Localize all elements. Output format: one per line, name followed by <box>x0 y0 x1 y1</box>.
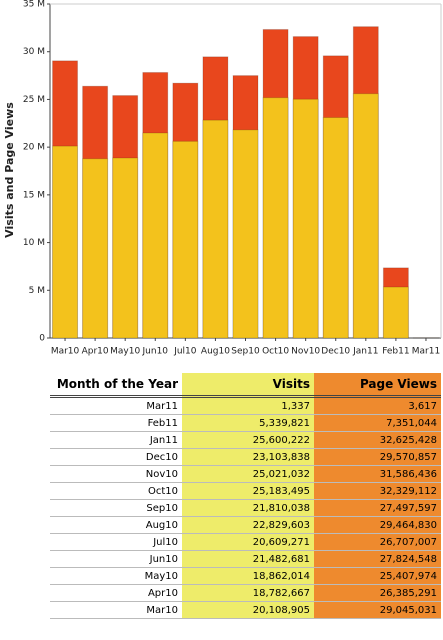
table-cell: 29,464,830 <box>314 516 441 534</box>
bar <box>172 140 199 339</box>
table-cell: 27,824,548 <box>314 550 441 568</box>
table-cell: 18,782,667 <box>182 584 314 602</box>
table-cell: Dec10 <box>50 448 182 466</box>
table-cell: 29,045,031 <box>314 601 441 619</box>
table-cell: 32,625,428 <box>314 431 441 449</box>
bar <box>112 157 139 339</box>
table-cell: 32,329,112 <box>314 482 441 500</box>
bar <box>322 117 349 339</box>
table-cell: 25,183,495 <box>182 482 314 500</box>
table-row: May10 18,862,014 25,407,974 <box>50 567 441 585</box>
x-tick-label: Jul10 <box>173 347 197 357</box>
table-cell: 26,707,007 <box>314 533 441 551</box>
x-tick-label: Nov10 <box>291 347 320 357</box>
table-cell: Jan11 <box>50 431 182 449</box>
table-cell: Sep10 <box>50 499 182 517</box>
table-cell: Feb11 <box>50 414 182 432</box>
table-cell: 20,609,271 <box>182 533 314 551</box>
table-row: Nov10 25,021,032 31,586,436 <box>50 465 441 483</box>
table-row: Jan11 25,600,222 32,625,428 <box>50 431 441 449</box>
table-cell: 27,497,597 <box>314 499 441 517</box>
bar <box>352 93 379 339</box>
table-row: Oct10 25,183,495 32,329,112 <box>50 482 441 500</box>
x-tick-label: Jan11 <box>352 347 378 357</box>
x-tick-label: Aug10 <box>201 347 230 357</box>
table-cell: 25,600,222 <box>182 431 314 449</box>
y-tick-label: 5 M <box>29 286 45 296</box>
x-tick-label: Feb11 <box>382 347 409 357</box>
table-row: Apr10 18,782,667 26,385,291 <box>50 584 441 602</box>
bar <box>142 132 169 339</box>
table-cell: 26,385,291 <box>314 584 441 602</box>
y-tick-label: 10 M <box>23 238 45 248</box>
table-cell: Mar11 <box>50 396 182 415</box>
x-tick-label: Dec10 <box>321 347 350 357</box>
chart: Visits and Page Views 0 5 M 10 M 15 M 20 M 25… <box>3 0 442 357</box>
table-row: Jun10 21,482,681 27,824,548 <box>50 550 441 568</box>
table-cell: May10 <box>50 567 182 585</box>
table-cell: 20,108,905 <box>182 601 314 619</box>
table-cell: 29,570,857 <box>314 448 441 466</box>
table-row: Sep10 21,810,038 27,497,597 <box>50 499 441 517</box>
column-header: Visits <box>182 373 314 398</box>
table-cell: Apr10 <box>50 584 182 602</box>
bar <box>382 286 409 339</box>
bar <box>82 158 109 339</box>
bar <box>202 119 229 339</box>
table-cell: Aug10 <box>50 516 182 534</box>
x-tick-label: Apr10 <box>82 347 109 357</box>
table-cell: 25,021,032 <box>182 465 314 483</box>
table-row: Feb11 5,339,821 7,351,044 <box>50 414 441 432</box>
x-tick-label: Mar11 <box>412 347 440 357</box>
bar <box>292 98 319 339</box>
table-cell: 23,103,838 <box>182 448 314 466</box>
table-row: Dec10 23,103,838 29,570,857 <box>50 448 441 466</box>
x-tick-label: Sep10 <box>231 347 260 357</box>
y-tick-label: 0 <box>39 334 45 344</box>
y-tick-label: 35 M <box>23 0 45 10</box>
table-cell: Mar10 <box>50 601 182 619</box>
x-tick-label: May10 <box>110 347 140 357</box>
table-cell: 3,617 <box>314 396 441 415</box>
bar <box>232 129 259 339</box>
table-cell: 7,351,044 <box>314 414 441 432</box>
table-cell: Oct10 <box>50 482 182 500</box>
table-cell: Jul10 <box>50 533 182 551</box>
y-tick-label: 25 M <box>23 95 45 105</box>
y-tick-label: 30 M <box>23 47 45 57</box>
table-row: Jul10 20,609,271 26,707,007 <box>50 533 441 551</box>
y-tick-label: 15 M <box>23 190 45 200</box>
table-cell: 1,337 <box>182 396 314 415</box>
bar <box>52 145 79 339</box>
table-cell: Jun10 <box>50 550 182 568</box>
y-tick-label: 20 M <box>23 143 45 153</box>
table-cell: 18,862,014 <box>182 567 314 585</box>
x-tick-label: Oct10 <box>262 347 289 357</box>
table-row: Mar11 1,337 3,617 <box>50 396 441 415</box>
x-tick-label: Mar10 <box>51 347 80 357</box>
table-cell: 21,810,038 <box>182 499 314 517</box>
y-axis-label: Visits and Page Views <box>3 102 16 238</box>
column-header: Page Views <box>314 373 441 398</box>
data-table: Month of the Year Visits Page Views Mar1… <box>50 373 441 619</box>
table-cell: 25,407,974 <box>314 567 441 585</box>
table-cell: Nov10 <box>50 465 182 483</box>
table-cell: 21,482,681 <box>182 550 314 568</box>
table-row: Aug10 22,829,603 29,464,830 <box>50 516 441 534</box>
table-cell: 22,829,603 <box>182 516 314 534</box>
table-cell: 31,586,436 <box>314 465 441 483</box>
table-cell: 5,339,821 <box>182 414 314 432</box>
column-header: Month of the Year <box>50 373 182 398</box>
table-row: Mar10 20,108,905 29,045,031 <box>50 601 441 619</box>
x-tick-label: Jun10 <box>142 347 169 357</box>
bar <box>262 97 289 339</box>
